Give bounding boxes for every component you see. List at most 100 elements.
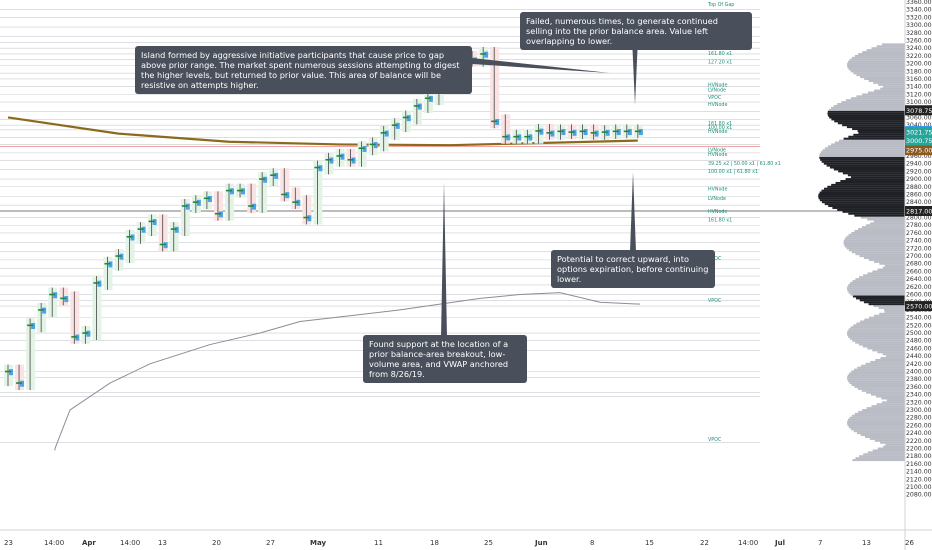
session-box: [280, 168, 290, 202]
level-label: 161.80 x1: [708, 51, 732, 57]
volume-profile-bar: [866, 391, 905, 394]
volume-profile-bar: [855, 278, 905, 281]
volume-profile-bar: [847, 333, 905, 336]
volume-profile-bar: [823, 162, 905, 165]
y-tick-label: 2380.00: [906, 376, 932, 383]
session-box: [534, 124, 544, 144]
volume-profile-bar: [818, 197, 905, 200]
volume-profile-bar: [849, 282, 905, 285]
volume-profile-bar: [873, 260, 905, 263]
level-label: LVNode: [708, 147, 726, 153]
y-tick-label: 2940.00: [906, 161, 932, 168]
price-badge: [905, 127, 932, 138]
volume-profile-bar: [859, 455, 905, 458]
volume-profile-bar: [840, 180, 905, 183]
volume-profile-bar: [852, 459, 905, 462]
price-badge-label: 3078.75: [906, 107, 932, 115]
y-tick-label: 3100.00: [906, 99, 932, 106]
x-tick-label: 11: [374, 539, 383, 547]
session-box: [202, 191, 212, 210]
volume-profile-bar: [834, 120, 905, 123]
price-badge-label: 2975.00: [906, 147, 932, 155]
session-box: [335, 149, 345, 167]
volume-profile-bar: [860, 216, 905, 219]
volume-profile-bar: [860, 76, 905, 79]
price-badge: [905, 105, 932, 116]
volume-profile-bar: [846, 287, 905, 290]
volume-profile-bar: [869, 316, 905, 319]
annotation-failed: Failed, numerous times, to generate cont…: [520, 12, 752, 50]
y-tick-label: 2400.00: [906, 369, 932, 376]
y-tick-label: 2880.00: [906, 184, 932, 191]
volume-profile-bar: [841, 101, 905, 104]
session-box: [114, 249, 124, 271]
x-tick-label: Jul: [774, 539, 785, 547]
price-badge: [905, 206, 932, 217]
volume-profile-bar: [848, 291, 905, 294]
y-tick-label: 2900.00: [906, 176, 932, 183]
y-tick-label: 3260.00: [906, 37, 932, 44]
volume-profile-bar: [847, 332, 905, 335]
y-tick-label: 2640.00: [906, 276, 932, 283]
volume-profile-bar: [865, 435, 905, 438]
level-label: HVNode: [708, 83, 727, 89]
volume-profile-bar: [877, 351, 905, 354]
volume-profile-bar: [854, 412, 905, 415]
time-axis[interactable]: 23 14:00 Apr 14:00 13 20 27 May 11 18 25 Jun 8 15 22 14…: [0, 529, 932, 547]
volume-profile-bar: [837, 208, 905, 211]
volume-profile-bar: [846, 235, 905, 238]
volume-profile-bar: [843, 241, 905, 244]
y-tick-label: 2480.00: [906, 338, 932, 345]
session-box: [125, 229, 135, 263]
volume-profile-bar: [883, 445, 905, 448]
volume-profile-bar: [819, 199, 905, 202]
session-box: [291, 187, 301, 210]
volume-profile-bar: [861, 364, 905, 367]
pointer-potential: [630, 172, 636, 252]
volume-profile-bar: [842, 124, 905, 127]
volume-profile-bar: [847, 62, 905, 65]
volume-profile-bar: [853, 72, 905, 75]
volume-profile-bar: [831, 183, 905, 186]
session-box: [158, 214, 168, 252]
volume-profile-bar: [826, 164, 905, 167]
y-tick-label: 2300.00: [906, 407, 932, 414]
pointer-support: [441, 182, 447, 337]
y-tick-label: 2080.00: [906, 492, 932, 499]
y-tick-label: 3120.00: [906, 91, 932, 98]
volume-profile-bar: [858, 276, 905, 279]
y-tick-label: 2720.00: [906, 245, 932, 252]
volume-profile-bar: [842, 172, 905, 175]
y-tick-label: 2960.00: [906, 153, 932, 160]
volume-profile-bar: [819, 154, 905, 157]
session-box: [545, 124, 555, 140]
y-tick-label: 2540.00: [906, 315, 932, 322]
volume-profile-bar: [850, 176, 905, 179]
session-box: [247, 183, 257, 213]
volume-profile-bar: [857, 387, 905, 390]
session-box: [379, 125, 389, 152]
volume-profile-bar: [854, 214, 905, 217]
volume-profile-bar: [881, 397, 905, 400]
price-badge-label: 2570.00: [906, 303, 932, 311]
session-box: [412, 98, 422, 125]
volume-profile-bar: [827, 112, 905, 115]
price-axis[interactable]: 2080.002100.002120.002140.002160.002180.…: [904, 0, 932, 550]
annotation-potential: Potential to correct upward, into option…: [551, 250, 715, 288]
volume-profile-bar: [831, 118, 905, 121]
y-tick-label: 2160.00: [906, 461, 932, 468]
volume-profile-bar: [853, 430, 905, 433]
volume-profile-bar: [867, 347, 905, 350]
volume-profile-bar: [827, 185, 905, 188]
y-tick-label: 2440.00: [906, 353, 932, 360]
volume-profile-bar: [849, 382, 905, 385]
secondary-line: [54, 292, 641, 451]
volume-profile-bar: [833, 168, 905, 171]
volume-profile-bar: [828, 205, 905, 208]
volume-profile-bar: [852, 128, 905, 131]
anchored-vwap-line: [7, 116, 638, 147]
y-tick-label: 2460.00: [906, 345, 932, 352]
volume-profile-bar: [874, 439, 905, 442]
session-box: [324, 152, 334, 175]
